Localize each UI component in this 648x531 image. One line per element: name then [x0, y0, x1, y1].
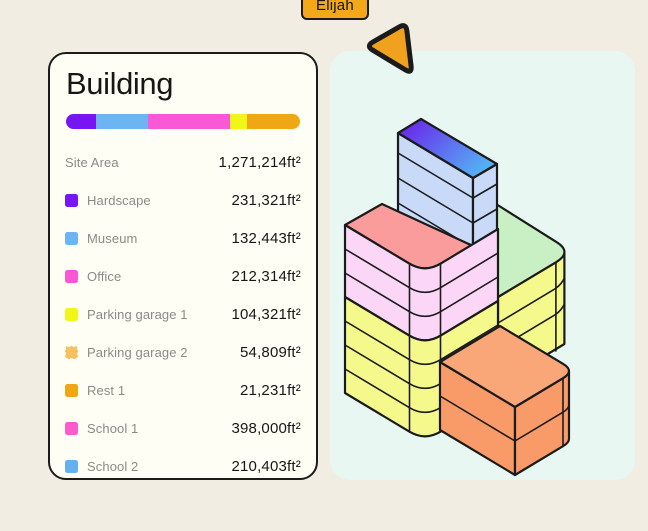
legend-row[interactable]: Parking garage 2 54,809ft²	[65, 333, 301, 371]
legend-row[interactable]: School 1 398,000ft²	[65, 409, 301, 447]
legend-row[interactable]: Rest 1 21,231ft²	[65, 371, 301, 409]
color-swatch	[65, 193, 78, 207]
legend-label: Site Area	[65, 154, 119, 170]
museum-tower[interactable]	[396, 117, 499, 248]
bar-segment-office	[147, 114, 230, 129]
legend-rows: Site Area 1,271,214ft² Hardscape 231,321…	[65, 143, 301, 485]
legend-value: 231,321ft²	[231, 191, 301, 209]
legend-value: 21,231ft²	[239, 381, 301, 399]
color-swatch	[65, 459, 78, 473]
isometric-building[interactable]	[330, 51, 635, 480]
color-swatch	[65, 383, 78, 397]
legend-row[interactable]: Site Area 1,271,214ft²	[65, 143, 301, 181]
rest-block-orange[interactable]	[438, 324, 571, 477]
legend-value: 1,271,214ft²	[218, 153, 301, 171]
tower-floor-line	[397, 177, 498, 224]
legend-value: 212,314ft²	[231, 267, 301, 285]
legend-label: Office	[87, 268, 122, 284]
bar-segment-hardscape	[66, 114, 97, 129]
legend-row[interactable]: Hardscape 231,321ft²	[65, 181, 301, 219]
legend-row[interactable]: Museum 132,443ft²	[65, 219, 301, 257]
legend-value: 54,809ft²	[239, 343, 301, 361]
tower-roof-face	[396, 117, 499, 180]
legend-label: Rest 1	[87, 382, 126, 398]
building-legend-card: Building Site Area 1,271,214ft² Hardscap…	[48, 52, 318, 480]
collaborator-name-tag: Elijah	[301, 0, 369, 20]
orange-roof-face	[438, 324, 571, 409]
color-swatch	[65, 231, 78, 245]
legend-value: 104,321ft²	[231, 305, 301, 323]
legend-label: School 2	[87, 458, 139, 474]
color-swatch	[65, 269, 78, 283]
legend-label: Parking garage 1	[87, 306, 188, 322]
legend-value: 132,443ft²	[231, 229, 301, 247]
bar-segment-parking	[229, 114, 248, 129]
color-swatch	[65, 307, 78, 321]
page-title: Building	[66, 66, 174, 101]
bar-segment-museum	[96, 114, 148, 129]
legend-label: School 1	[87, 420, 139, 436]
collaborator-name: Elijah	[316, 0, 354, 14]
cursor-arrow-icon	[366, 23, 414, 74]
legend-row[interactable]: Office 212,314ft²	[65, 257, 301, 295]
legend-label: Parking garage 2	[87, 344, 188, 360]
orange-floor-line	[439, 395, 516, 442]
legend-label: Museum	[87, 230, 138, 246]
color-swatch	[65, 345, 78, 359]
tower-floor-line	[397, 152, 498, 199]
collaborator-cursor	[366, 23, 414, 74]
legend-row[interactable]: Parking garage 1 104,321ft²	[65, 295, 301, 333]
legend-label: Hardscape	[87, 192, 151, 208]
bar-segment-rest	[247, 114, 300, 129]
color-swatch	[65, 421, 78, 435]
legend-value: 398,000ft²	[231, 419, 301, 437]
legend-value: 210,403ft²	[231, 457, 301, 475]
area-distribution-bar	[66, 114, 300, 129]
design-canvas[interactable]	[330, 51, 635, 480]
legend-row[interactable]: School 2 210,403ft²	[65, 447, 301, 485]
